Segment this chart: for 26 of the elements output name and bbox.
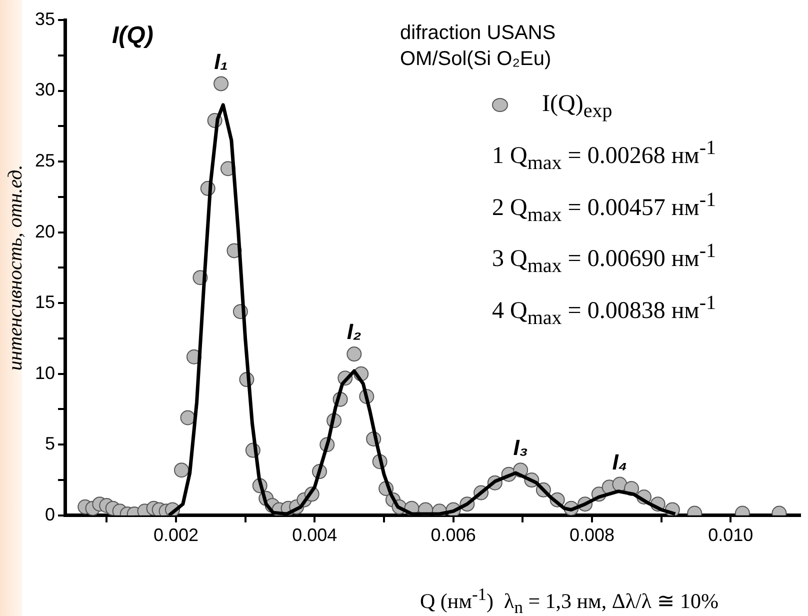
- text: difraction USANS OM/Sol(Si O₂Eu): [400, 21, 556, 72]
- legend-label: I(Q)$_{exp}$: [541, 90, 614, 124]
- x-tick-label: 0.008: [569, 525, 615, 546]
- annotation: I₁: [214, 48, 228, 74]
- y-tick-label: 20: [34, 221, 56, 242]
- x-tick-label: 0.006: [430, 525, 476, 546]
- y-tick-label: 25: [34, 150, 56, 171]
- annotation: 3 Q$_{max}$ = 0.00690 нм$^{-1}$: [492, 239, 716, 280]
- y-tick-label: 30: [34, 80, 56, 100]
- x-tick-label: 0.010: [708, 525, 754, 546]
- annotation: I₄: [612, 449, 628, 474]
- x-tick-label: 0.002: [153, 525, 198, 546]
- y-tick-label: 35: [34, 8, 56, 29]
- y-axis-title: интенсивность, отн.ед.: [4, 164, 26, 371]
- x-tick-label: 0.004: [292, 525, 338, 546]
- annotation: I₃: [513, 435, 528, 460]
- y-tick-label: 0: [45, 504, 56, 524]
- y-tick-label: 5: [45, 434, 56, 454]
- x-axis-title: Q (нм$^{-1}$) λ$_{n}$ = 1,3 нм, Δλ/λ ≅ 10%: [420, 584, 719, 616]
- y-tick-label: 10: [34, 362, 56, 383]
- y-tick-label: 15: [34, 292, 56, 312]
- annotation: 4 Q$_{max}$ = 0.00838 нм$^{-1}$: [492, 291, 716, 331]
- annotation: 1 Q$_{max}$ = 0.00268 нм$^{-1}$: [492, 136, 716, 176]
- chart-title: I(Q): [112, 22, 154, 50]
- annotation: I₂: [346, 319, 362, 344]
- annotation: 2 Q$_{max}$ = 0.00457 нм$^{-1}$: [492, 188, 716, 228]
